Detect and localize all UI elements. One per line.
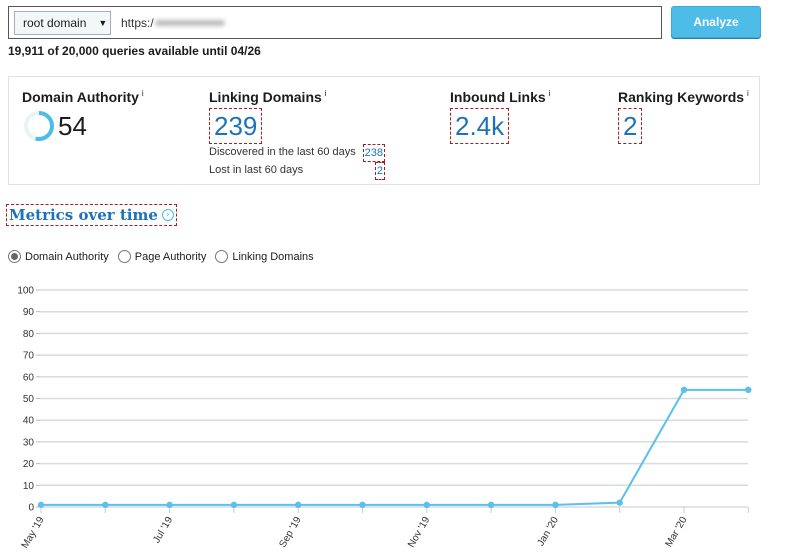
metrics-over-time-link[interactable]: Metrics over time › — [6, 204, 177, 226]
metrics-line-chart: 0 10 20 30 40 50 60 70 80 90 100 May '19 Jul '19 Sep … — [17, 286, 752, 551]
metric-domain-authority: Domain Authority i 54 — [22, 89, 144, 143]
discovered-value[interactable]: 238 — [362, 144, 385, 162]
svg-text:70: 70 — [23, 351, 35, 362]
metric-value: 54 — [58, 110, 87, 141]
url-input[interactable]: https:/ — [121, 16, 225, 30]
caret-down-icon: ▼ — [98, 18, 108, 28]
radio-label: Domain Authority — [25, 250, 109, 263]
redacted-url — [154, 20, 225, 26]
discovered-label: Discovered in the last 60 days — [209, 146, 356, 158]
svg-text:80: 80 — [23, 329, 35, 340]
metric-value[interactable]: 2.4k — [450, 108, 510, 144]
radio-linking-domains[interactable]: Linking Domains — [215, 250, 314, 263]
svg-text:60: 60 — [23, 372, 35, 383]
scope-select[interactable]: root domain ▼ — [14, 11, 111, 35]
metric-title: Ranking Keywords — [618, 89, 745, 105]
svg-text:10: 10 — [23, 481, 35, 492]
info-icon[interactable]: i — [324, 89, 327, 99]
metric-ranking-keywords: Ranking Keywords i 2 — [618, 89, 749, 144]
metric-value[interactable]: 239 — [209, 108, 263, 144]
svg-text:100: 100 — [17, 286, 34, 297]
svg-text:30: 30 — [23, 437, 35, 448]
svg-text:Nov '19: Nov '19 — [406, 515, 433, 550]
svg-text:90: 90 — [23, 307, 35, 318]
metric-title: Domain Authority — [22, 89, 139, 105]
metric-radio-group: Domain Authority Page Authority Linking … — [8, 250, 323, 263]
svg-text:0: 0 — [28, 503, 34, 514]
url-input-value: https:/ — [121, 16, 154, 30]
lost-row: Lost in last 60 days 2 — [209, 162, 385, 180]
radio-checked-icon[interactable] — [8, 250, 21, 263]
info-icon[interactable]: i — [747, 89, 749, 99]
svg-text:Sep '19: Sep '19 — [277, 515, 304, 550]
metric-title: Linking Domains — [209, 89, 322, 105]
lost-label: Lost in last 60 days — [209, 164, 304, 176]
svg-text:Jul '19: Jul '19 — [151, 515, 175, 546]
scope-select-value: root domain — [23, 16, 87, 30]
quota-text: 19,911 of 20,000 queries available until… — [8, 44, 261, 58]
metric-title: Inbound Links — [450, 89, 546, 105]
search-bar: root domain ▼ https:/ — [8, 6, 662, 39]
analyze-button[interactable]: Analyze — [671, 6, 761, 38]
svg-text:20: 20 — [23, 459, 35, 470]
metric-linking-domains: Linking Domains i 239 Discovered in the l… — [209, 89, 385, 180]
metrics-card: Domain Authority i 54 Linking Domains i 23… — [8, 76, 760, 185]
radio-page-authority[interactable]: Page Authority — [117, 250, 207, 263]
section-title: Metrics over time — [9, 206, 158, 224]
discovered-row: Discovered in the last 60 days 238 — [209, 144, 385, 162]
svg-text:40: 40 — [23, 416, 35, 427]
info-icon[interactable]: i — [141, 89, 144, 99]
lost-value[interactable]: 2 — [374, 162, 385, 180]
radio-domain-authority[interactable]: Domain Authority — [8, 250, 109, 263]
radio-label: Linking Domains — [232, 250, 314, 263]
info-icon[interactable]: i — [548, 89, 551, 99]
svg-text:50: 50 — [23, 394, 35, 405]
svg-text:May '19: May '19 — [20, 515, 47, 551]
svg-text:Mar '20: Mar '20 — [664, 515, 690, 549]
svg-text:Jan '20: Jan '20 — [536, 515, 562, 549]
radio-label: Page Authority — [134, 250, 207, 263]
metric-inbound-links: Inbound Links i 2.4k — [450, 89, 550, 144]
radio-unchecked-icon[interactable] — [117, 250, 131, 263]
da-ring-icon — [24, 111, 54, 141]
radio-unchecked-icon[interactable] — [215, 250, 229, 263]
chevron-right-circle-icon: › — [161, 209, 174, 221]
metric-value[interactable]: 2 — [618, 108, 643, 144]
